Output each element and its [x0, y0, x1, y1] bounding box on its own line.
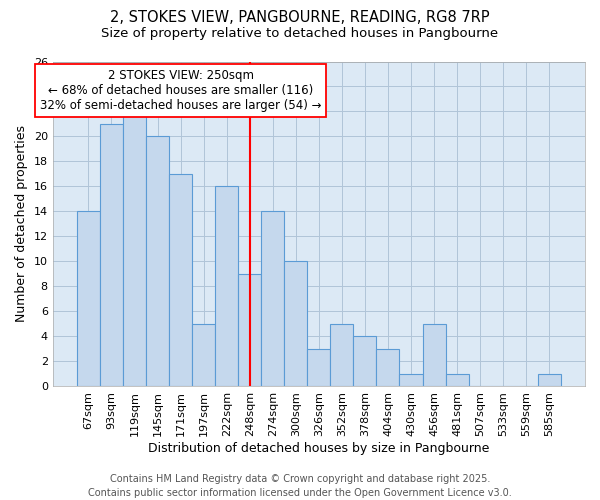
Bar	[123, 112, 146, 386]
Bar	[192, 324, 215, 386]
Bar	[238, 274, 261, 386]
Bar	[100, 124, 123, 386]
Bar	[169, 174, 192, 386]
Text: 2 STOKES VIEW: 250sqm
← 68% of detached houses are smaller (116)
32% of semi-det: 2 STOKES VIEW: 250sqm ← 68% of detached …	[40, 69, 322, 112]
Bar	[331, 324, 353, 386]
Text: 2, STOKES VIEW, PANGBOURNE, READING, RG8 7RP: 2, STOKES VIEW, PANGBOURNE, READING, RG8…	[110, 10, 490, 25]
Bar	[422, 324, 446, 386]
Text: Contains HM Land Registry data © Crown copyright and database right 2025.
Contai: Contains HM Land Registry data © Crown c…	[88, 474, 512, 498]
Text: Size of property relative to detached houses in Pangbourne: Size of property relative to detached ho…	[101, 28, 499, 40]
Bar	[77, 212, 100, 386]
Bar	[307, 349, 331, 387]
Bar	[261, 212, 284, 386]
Bar	[146, 136, 169, 386]
Bar	[446, 374, 469, 386]
Bar	[215, 186, 238, 386]
Bar	[400, 374, 422, 386]
Bar	[376, 349, 400, 387]
Bar	[353, 336, 376, 386]
X-axis label: Distribution of detached houses by size in Pangbourne: Distribution of detached houses by size …	[148, 442, 490, 455]
Bar	[284, 262, 307, 386]
Bar	[538, 374, 561, 386]
Y-axis label: Number of detached properties: Number of detached properties	[15, 126, 28, 322]
